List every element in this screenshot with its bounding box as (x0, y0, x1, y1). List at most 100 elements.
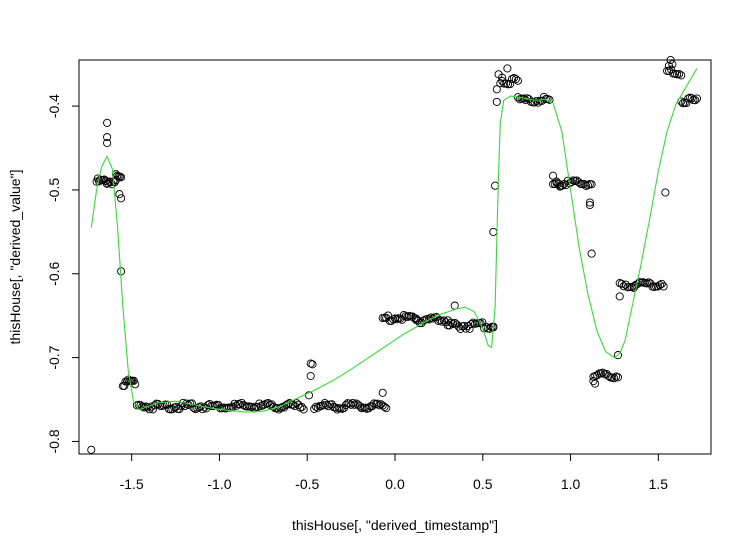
plot-frame (78, 59, 712, 455)
data-point (103, 118, 112, 127)
data-point (355, 402, 364, 411)
data-point (306, 371, 315, 381)
data-point (299, 405, 308, 414)
y-tick-label: -0.5 (46, 178, 62, 202)
data-point (492, 97, 501, 106)
data-point (511, 75, 520, 84)
data-point (587, 180, 596, 189)
data-point (492, 85, 501, 94)
data-point (87, 445, 96, 454)
data-point (322, 400, 331, 409)
data-point (521, 95, 530, 104)
data-point (507, 74, 517, 84)
y-tick-label: -0.4 (46, 94, 62, 118)
y-tick-label: -0.6 (46, 261, 62, 285)
data-point (348, 398, 357, 408)
data-point (450, 301, 459, 310)
x-tick-label: -0.5 (295, 476, 319, 492)
x-tick-label: -1.0 (207, 476, 231, 492)
data-point (655, 280, 664, 290)
data-point (373, 399, 382, 408)
fitted-curve (90, 68, 698, 413)
data-point (491, 181, 500, 190)
data-point (661, 188, 670, 197)
data-point (513, 76, 522, 85)
data-point (691, 96, 700, 105)
data-point (692, 94, 702, 103)
data-point (425, 315, 434, 324)
data-point (489, 227, 498, 236)
data-point (574, 178, 583, 187)
data-point (534, 98, 543, 107)
data-point (264, 399, 273, 408)
data-point (392, 315, 401, 324)
data-point (585, 198, 594, 207)
data-point (659, 282, 668, 291)
y-axis-label: thisHouse[, "derived_value"] (7, 170, 23, 345)
x-tick-label: -1.5 (120, 476, 144, 492)
data-point (585, 200, 594, 210)
data-point (465, 324, 474, 333)
data-point (438, 317, 447, 326)
data-point (587, 249, 596, 258)
x-tick-label: 1.0 (561, 476, 581, 492)
data-point (617, 279, 626, 288)
data-point (591, 379, 600, 388)
data-point (428, 314, 437, 323)
data-point (461, 324, 470, 333)
data-point (310, 404, 319, 413)
data-point (257, 402, 266, 411)
data-point (341, 401, 350, 410)
data-point (138, 402, 147, 411)
data-point (115, 190, 124, 199)
y-axis: -0.8 -0.7 -0.6 -0.5 -0.4 (46, 94, 80, 453)
data-point (380, 402, 389, 411)
data-point (675, 69, 684, 79)
data-points (87, 55, 702, 454)
data-point (378, 388, 387, 397)
x-tick-label: 0.5 (473, 476, 493, 492)
data-point (289, 400, 298, 409)
fitted-curve-group (90, 68, 698, 413)
data-point (308, 360, 317, 369)
data-point (625, 283, 634, 292)
data-point (506, 80, 515, 89)
data-point (503, 64, 512, 73)
data-point (117, 194, 126, 203)
data-point (548, 171, 558, 180)
x-axis-label: thisHouse[, "derived_timestamp"] (292, 517, 498, 533)
data-point (103, 133, 112, 142)
data-point (664, 61, 673, 70)
data-point (454, 322, 463, 331)
data-point (532, 96, 541, 106)
y-tick-label: -0.8 (46, 429, 62, 453)
data-point (677, 71, 686, 80)
data-point (148, 405, 157, 414)
data-point (235, 400, 244, 409)
data-point (382, 404, 391, 413)
x-tick-label: 1.5 (649, 476, 669, 492)
data-point (498, 73, 507, 82)
data-point (657, 279, 666, 288)
data-point (117, 173, 126, 182)
data-point (619, 282, 628, 291)
data-point (555, 182, 565, 191)
y-tick-label: -0.7 (46, 345, 62, 369)
data-point (297, 403, 306, 412)
data-point (304, 391, 314, 400)
data-point (666, 55, 675, 65)
data-point (610, 374, 619, 383)
data-point (248, 402, 257, 411)
data-point (198, 405, 207, 414)
data-point (615, 292, 624, 301)
data-point (447, 318, 456, 327)
data-point (496, 79, 505, 88)
data-point (131, 380, 140, 389)
data-point (589, 377, 598, 386)
data-point (350, 400, 359, 409)
data-point (103, 138, 112, 148)
data-point (530, 98, 539, 107)
x-axis: -1.5 -1.0 -0.5 0.0 0.5 1.0 1.5 (120, 453, 669, 492)
data-point (120, 381, 129, 390)
